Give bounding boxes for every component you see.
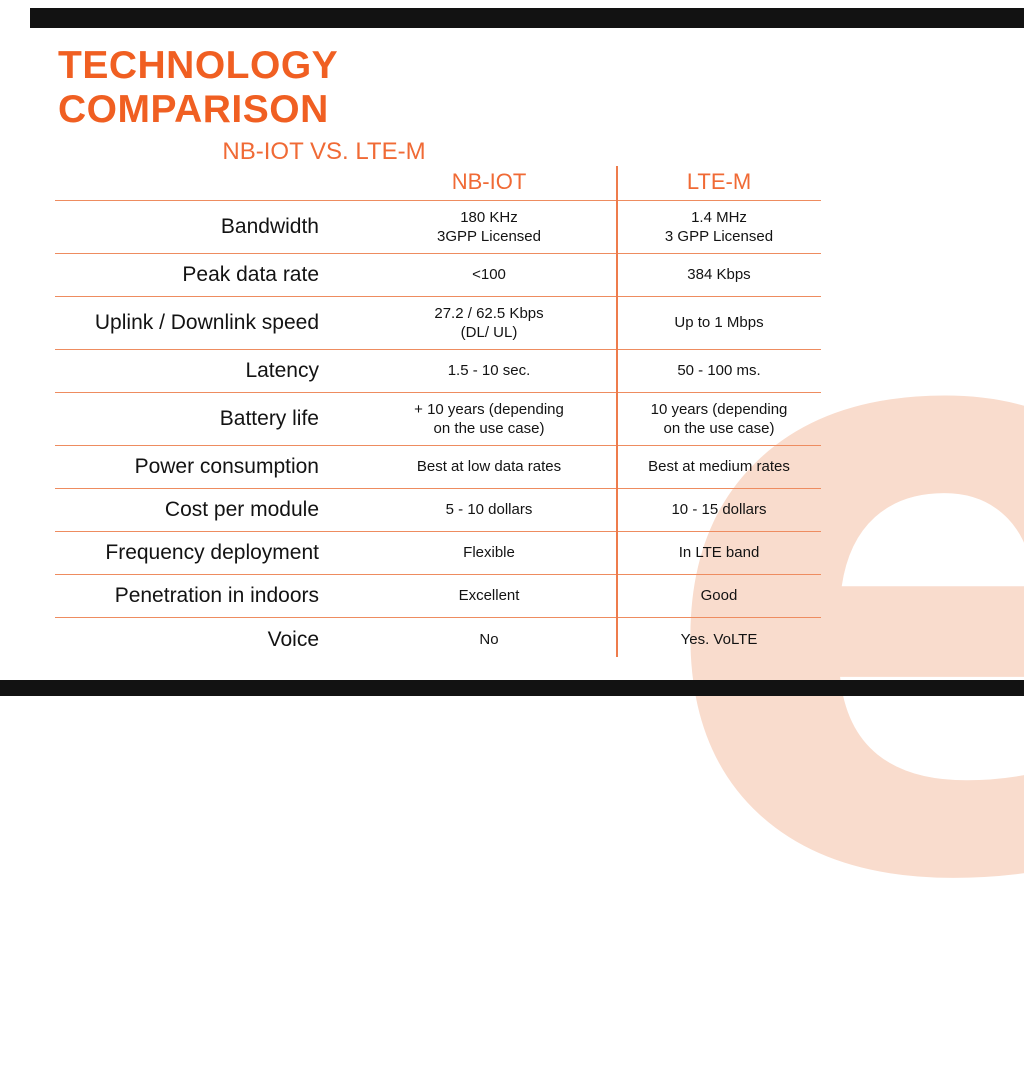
table-row-latency: Latency 1.5 - 10 sec. 50 - 100 ms. bbox=[55, 350, 821, 393]
table-row-peak-data-rate: Peak data rate <100 384 Kbps bbox=[55, 254, 821, 297]
row-label: Frequency deployment bbox=[105, 541, 319, 564]
page-subtitle: NB-IOT VS. LTE-M bbox=[222, 138, 426, 165]
table-row-bandwidth: Bandwidth 180 KHz 3GPP Licensed 1.4 MHz … bbox=[55, 201, 821, 254]
column-divider-line bbox=[616, 166, 618, 657]
comparison-table: NB-IOT LTE-M Bandwidth 180 KHz 3GPP Lice… bbox=[55, 163, 821, 661]
nbiot-value: 5 - 10 dollars bbox=[445, 501, 533, 519]
row-label: Battery life bbox=[219, 407, 319, 430]
ltem-value: Up to 1 Mbps bbox=[674, 314, 764, 332]
ltem-value: Good bbox=[700, 587, 738, 605]
row-label: Voice bbox=[267, 627, 319, 651]
nbiot-value: 180 KHz 3GPP Licensed bbox=[437, 208, 541, 246]
table-row-frequency-deployment: Frequency deployment Flexible In LTE ban… bbox=[55, 532, 821, 575]
row-label: Cost per module bbox=[164, 498, 319, 521]
nbiot-value: Flexible bbox=[463, 544, 515, 562]
table-row-battery-life: Battery life + 10 years (depending on th… bbox=[55, 393, 821, 446]
nbiot-value: Excellent bbox=[458, 587, 520, 605]
bottom-black-bar bbox=[0, 680, 1024, 696]
nbiot-value: 1.5 - 10 sec. bbox=[447, 362, 531, 380]
ltem-value: 1.4 MHz 3 GPP Licensed bbox=[664, 208, 774, 246]
nbiot-value: No bbox=[479, 630, 499, 648]
ltem-value: Yes. VoLTE bbox=[680, 630, 758, 648]
column-header-nbiot: NB-IOT bbox=[451, 168, 527, 194]
ltem-value: 384 Kbps bbox=[687, 266, 751, 284]
row-label: Bandwidth bbox=[220, 215, 319, 238]
row-label: Uplink / Downlink speed bbox=[94, 311, 319, 334]
table-row-uplink-downlink: Uplink / Downlink speed 27.2 / 62.5 Kbps… bbox=[55, 297, 821, 350]
page-header: TECHNOLOGY COMPARISON NB-IOT VS. LTE-M bbox=[58, 44, 590, 166]
nbiot-value: Best at low data rates bbox=[416, 458, 562, 476]
table-row-voice: Voice No Yes. VoLTE bbox=[55, 618, 821, 661]
page-title: TECHNOLOGY COMPARISON bbox=[58, 44, 338, 131]
column-header-ltem: LTE-M bbox=[686, 168, 752, 194]
table-header-row: NB-IOT LTE-M bbox=[55, 163, 821, 201]
row-label: Latency bbox=[245, 359, 319, 382]
row-label: Peak data rate bbox=[182, 263, 319, 286]
table-row-cost-per-module: Cost per module 5 - 10 dollars 10 - 15 d… bbox=[55, 489, 821, 532]
ltem-value: In LTE band bbox=[678, 544, 760, 562]
nbiot-value: 27.2 / 62.5 Kbps (DL/ UL) bbox=[434, 304, 544, 342]
ltem-value: 50 - 100 ms. bbox=[677, 362, 761, 380]
table-row-power-consumption: Power consumption Best at low data rates… bbox=[55, 446, 821, 489]
table-row-penetration-indoors: Penetration in indoors Excellent Good bbox=[55, 575, 821, 618]
top-black-bar bbox=[30, 8, 1024, 28]
ltem-value: Best at medium rates bbox=[648, 458, 790, 476]
nbiot-value: + 10 years (depending on the use case) bbox=[414, 400, 564, 438]
ltem-value: 10 years (depending on the use case) bbox=[650, 400, 788, 438]
nbiot-value: <100 bbox=[472, 266, 506, 284]
row-label: Penetration in indoors bbox=[114, 584, 319, 607]
row-label: Power consumption bbox=[134, 455, 319, 478]
ltem-value: 10 - 15 dollars bbox=[671, 501, 767, 519]
empty-header-cell bbox=[55, 179, 361, 185]
